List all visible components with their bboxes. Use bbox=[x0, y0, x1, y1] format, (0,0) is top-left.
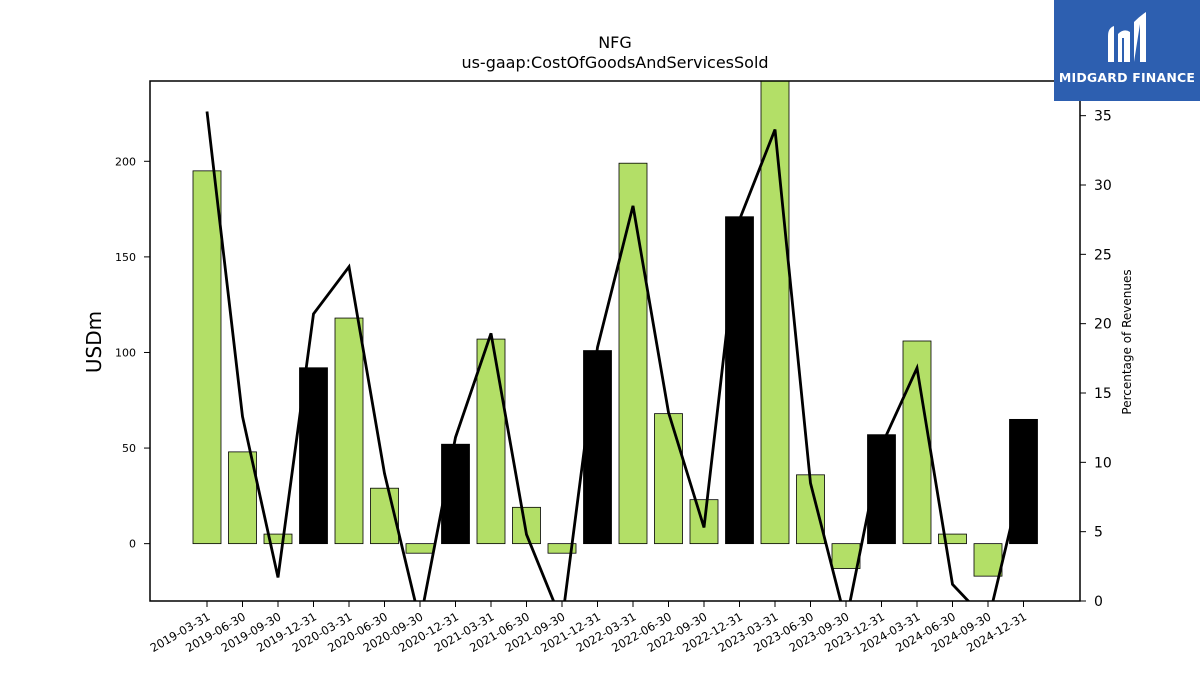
y2-tick-label: 5 bbox=[1094, 525, 1103, 541]
y2-tick-label: 25 bbox=[1094, 247, 1112, 263]
y-axis-label: USDm bbox=[82, 311, 106, 373]
y2-tick-label: 30 bbox=[1094, 178, 1112, 194]
logo-mark-icon bbox=[1104, 10, 1150, 70]
bar bbox=[477, 339, 505, 544]
y-tick-label: 50 bbox=[122, 442, 136, 455]
chart-title: NFG bbox=[598, 33, 632, 52]
y2-tick-label: 35 bbox=[1094, 109, 1112, 125]
bar bbox=[406, 544, 434, 554]
bar bbox=[761, 75, 789, 543]
plot-frame bbox=[150, 81, 1080, 601]
bar bbox=[726, 217, 754, 544]
y-tick-label: 100 bbox=[115, 346, 136, 359]
y-tick-label: 0 bbox=[129, 538, 136, 551]
bar bbox=[974, 544, 1002, 577]
midgard-finance-logo: MIDGARD FINANCE bbox=[1054, 0, 1200, 101]
bar bbox=[584, 351, 612, 544]
bar bbox=[1010, 419, 1038, 543]
y2-tick-label: 0 bbox=[1094, 594, 1103, 610]
bar bbox=[939, 534, 967, 544]
bar bbox=[832, 544, 860, 569]
y2-tick-label: 20 bbox=[1094, 317, 1112, 333]
plot-area: 050100150200051015202530352019-03-312019… bbox=[115, 75, 1112, 655]
secondary-y-axis-label: Percentage of Revenues bbox=[1120, 269, 1134, 414]
chart: NFG us-gaap:CostOfGoodsAndServicesSold 0… bbox=[0, 0, 1200, 675]
bar bbox=[335, 318, 363, 544]
bar bbox=[193, 171, 221, 544]
percentage-line bbox=[207, 112, 1024, 622]
bar bbox=[619, 163, 647, 543]
plot-marks bbox=[193, 75, 1038, 622]
y2-tick-label: 10 bbox=[1094, 455, 1112, 471]
chart-subtitle: us-gaap:CostOfGoodsAndServicesSold bbox=[461, 53, 768, 72]
y-tick-label: 200 bbox=[115, 155, 136, 168]
bar bbox=[655, 414, 683, 544]
bar bbox=[513, 507, 541, 543]
y2-tick-label: 15 bbox=[1094, 386, 1112, 402]
y-tick-label: 150 bbox=[115, 251, 136, 264]
logo-text: MIDGARD FINANCE bbox=[1054, 70, 1200, 85]
